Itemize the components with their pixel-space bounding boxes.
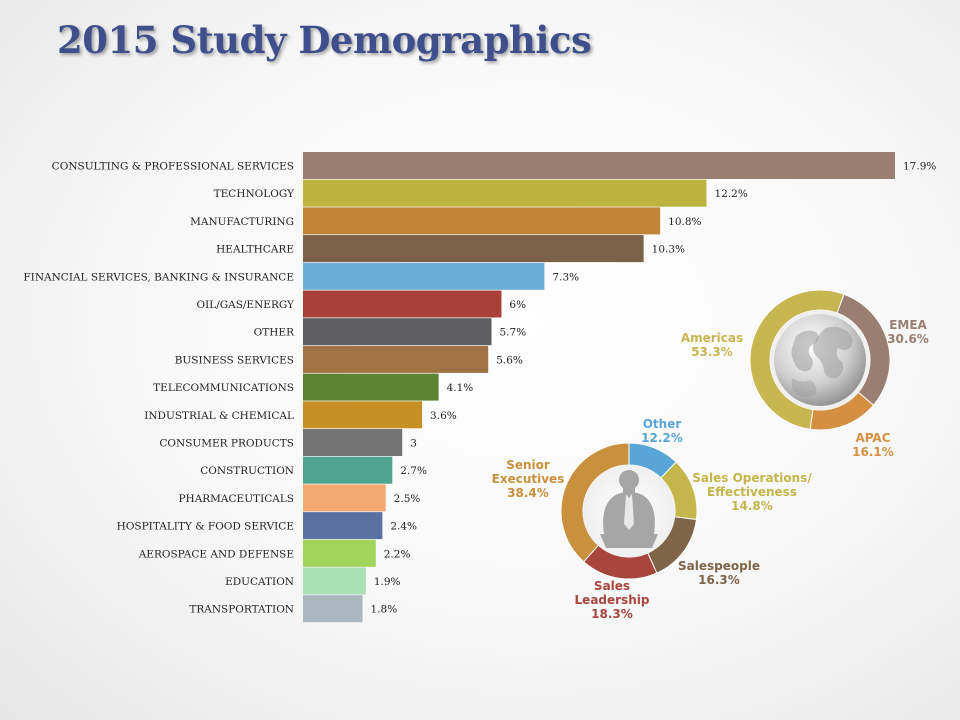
category-label: HEALTHCARE	[216, 244, 294, 256]
category-label: CONSTRUCTION	[200, 465, 294, 477]
category-label: FINANCIAL SERVICES, BANKING & INSURANCE	[23, 271, 294, 283]
bar	[303, 345, 489, 373]
bar	[303, 373, 439, 401]
bar	[303, 512, 383, 540]
category-label: PHARMACEUTICALS	[178, 493, 294, 505]
category-label: CONSUMER PRODUCTS	[159, 438, 294, 450]
value-label: 12.2%	[714, 188, 747, 200]
bar	[303, 152, 895, 179]
bar	[303, 595, 363, 623]
value-label: 2.5%	[394, 493, 421, 505]
bar	[303, 318, 492, 346]
category-label: BUSINESS SERVICES	[175, 354, 294, 366]
category-label: OIL/GAS/ENERGY	[196, 299, 295, 311]
globe-icon	[774, 314, 866, 406]
bar	[303, 290, 502, 318]
slide-title: 2015 Study Demographics	[57, 18, 592, 62]
category-label: TRANSPORTATION	[189, 604, 294, 616]
category-label: HOSPITALITY & FOOD SERVICE	[117, 521, 294, 533]
value-label: 1.8%	[371, 604, 398, 616]
slice-label: Salespeople 16.3%	[678, 559, 760, 587]
bar	[303, 235, 644, 263]
value-label: 7.3%	[552, 271, 579, 283]
bar	[303, 262, 545, 290]
category-label: EDUCATION	[225, 576, 294, 588]
value-label: 3	[410, 438, 417, 450]
category-label: CONSULTING & PROFESSIONAL SERVICES	[52, 161, 294, 173]
category-label: TECHNOLOGY	[214, 188, 295, 200]
value-label: 2.2%	[384, 548, 411, 560]
bar	[303, 429, 403, 456]
bar	[303, 456, 393, 484]
category-label: TELECOMMUNICATIONS	[153, 382, 294, 394]
value-label: 2.7%	[400, 465, 427, 477]
category-label: AEROSPACE AND DEFENSE	[138, 548, 294, 560]
bar	[303, 401, 423, 429]
slice-label: EMEA 30.6%	[887, 318, 929, 346]
bar	[303, 207, 661, 235]
category-label: MANUFACTURING	[190, 216, 294, 228]
value-label: 3.6%	[430, 410, 457, 422]
bar	[303, 539, 376, 567]
business-person-icon	[600, 470, 658, 548]
value-label: 10.3%	[652, 244, 685, 256]
value-label: 1.9%	[374, 576, 401, 588]
value-label: 6%	[509, 299, 526, 311]
bar	[303, 484, 386, 512]
value-label: 2.4%	[390, 521, 417, 533]
value-label: 10.8%	[668, 216, 701, 228]
bar	[303, 179, 707, 207]
slice-label: Sales Leadership 18.3%	[575, 579, 650, 621]
value-label: 5.7%	[500, 327, 527, 339]
value-label: 4.1%	[447, 382, 474, 394]
slice-label: APAC 16.1%	[852, 431, 894, 459]
value-label: 5.6%	[496, 354, 523, 366]
slice-label: Sales Operations/Effectiveness 14.8%	[692, 471, 812, 513]
category-label: OTHER	[254, 327, 295, 339]
value-label: 17.9%	[903, 161, 936, 173]
slice-label: Other 12.2%	[641, 417, 683, 445]
category-label: INDUSTRIAL & CHEMICAL	[144, 410, 294, 422]
slice-label: Senior Executives 38.4%	[492, 458, 565, 500]
bar	[303, 567, 366, 595]
slice-label: Americas 53.3%	[681, 331, 743, 359]
